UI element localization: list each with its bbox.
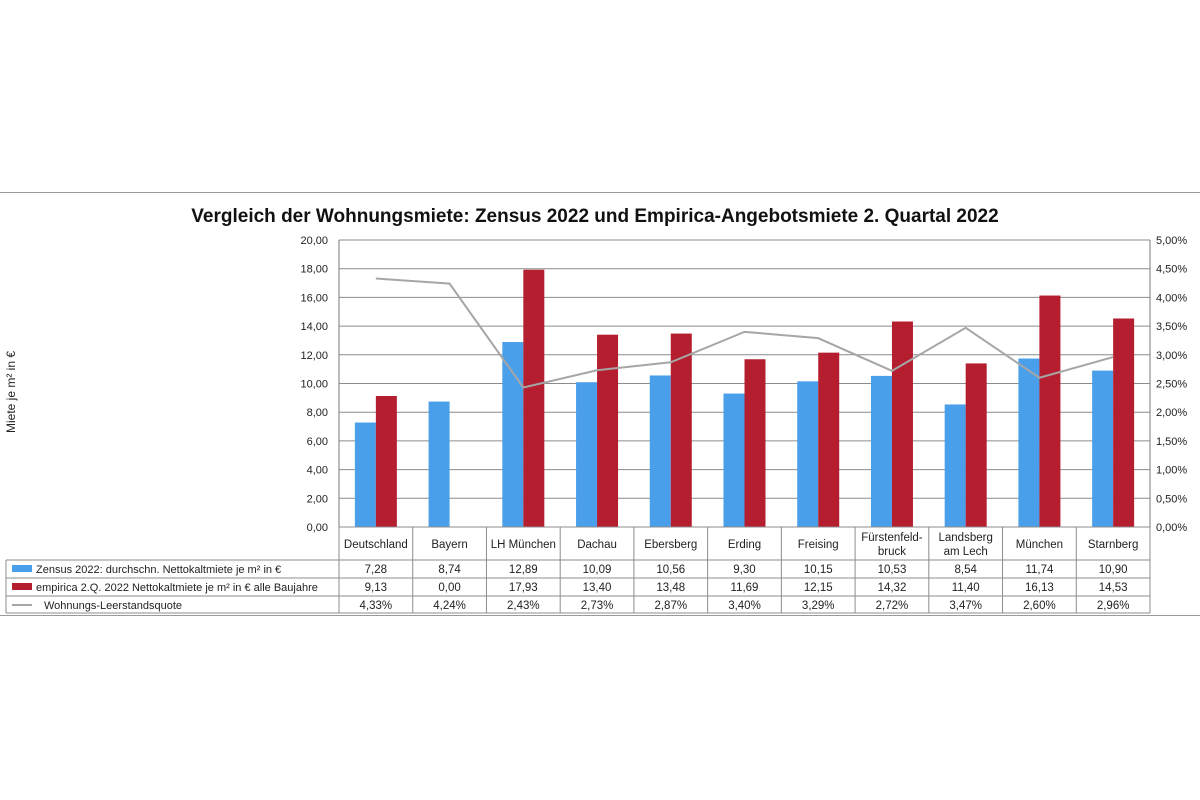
y-tick-label: 16,00 — [300, 292, 328, 304]
category-label: Deutschland — [344, 539, 408, 551]
data-label: 9,30 — [733, 564, 755, 576]
category-label: Landsberg — [939, 532, 993, 544]
data-label: 17,93 — [509, 582, 538, 594]
data-label: 0,00 — [438, 582, 460, 594]
category-label: Fürstenfeld- — [861, 532, 923, 544]
bar — [354, 422, 376, 527]
data-label: 11,40 — [952, 582, 980, 594]
y-tick-label: 12,00 — [300, 350, 328, 362]
bar — [502, 342, 524, 527]
chart-svg: Vergleich der Wohnungsmiete: Zensus 2022… — [4, 206, 1187, 614]
data-label: 13,40 — [583, 582, 612, 594]
bar — [1039, 295, 1061, 527]
y-tick-label: 20,00 — [300, 235, 328, 247]
y2-tick-label: 2,00% — [1156, 407, 1187, 419]
category-label: München — [1016, 539, 1063, 551]
chart-frame: Vergleich der Wohnungsmiete: Zensus 2022… — [0, 192, 1200, 616]
legend-label: Zensus 2022: durchschn. Nettokaltmiete j… — [36, 564, 281, 576]
category-label: Bayern — [431, 539, 467, 551]
bar — [944, 404, 966, 527]
data-label: 10,09 — [583, 564, 612, 576]
bar — [428, 401, 450, 527]
data-label: 7,28 — [365, 564, 387, 576]
bar — [1113, 318, 1135, 527]
bar — [965, 363, 987, 527]
data-label: 2,96% — [1097, 600, 1130, 612]
data-label: 10,90 — [1099, 564, 1128, 576]
data-label: 12,89 — [509, 564, 538, 576]
y-tick-label: 18,00 — [300, 264, 328, 276]
data-label: 12,15 — [804, 582, 833, 594]
y2-tick-label: 1,50% — [1156, 436, 1187, 448]
y2-tick-label: 5,00% — [1156, 235, 1187, 247]
legend-label: empirica 2.Q. 2022 Nettokaltmiete je m² … — [36, 582, 318, 594]
data-label: 13,48 — [656, 582, 685, 594]
legend-swatch — [12, 565, 32, 572]
bar — [597, 334, 619, 527]
data-label: 2,60% — [1023, 600, 1056, 612]
data-label: 4,33% — [360, 600, 393, 612]
y-tick-label: 0,00 — [307, 522, 328, 534]
bar — [649, 375, 671, 527]
data-label: 4,24% — [433, 600, 466, 612]
legend-swatch — [12, 583, 32, 590]
bar — [723, 393, 745, 527]
category-label: Freising — [798, 539, 839, 551]
bar — [818, 352, 840, 527]
bar — [670, 333, 692, 527]
category-label: Erding — [728, 539, 761, 551]
data-label: 11,74 — [1025, 564, 1054, 576]
data-label: 14,53 — [1099, 582, 1128, 594]
data-label: 2,87% — [654, 600, 687, 612]
y2-tick-label: 2,50% — [1156, 379, 1187, 391]
data-label: 2,73% — [581, 600, 614, 612]
category-label: bruck — [878, 546, 906, 558]
y-axis-label: Miete je m² in € — [4, 351, 18, 433]
y2-tick-label: 0,50% — [1156, 493, 1187, 505]
y-tick-label: 2,00 — [307, 493, 328, 505]
data-label: 2,43% — [507, 600, 540, 612]
y2-tick-label: 4,50% — [1156, 264, 1187, 276]
y2-tick-label: 1,00% — [1156, 465, 1187, 477]
category-label: LH München — [491, 539, 556, 551]
data-label: 9,13 — [365, 582, 387, 594]
data-label: 3,47% — [949, 600, 982, 612]
data-label: 14,32 — [878, 582, 907, 594]
y-tick-label: 6,00 — [307, 436, 328, 448]
bar — [797, 381, 819, 527]
y2-tick-label: 3,50% — [1156, 321, 1187, 333]
bar — [1092, 370, 1114, 527]
chart-title: Vergleich der Wohnungsmiete: Zensus 2022… — [191, 206, 998, 227]
data-label: 11,69 — [731, 582, 759, 594]
bar — [523, 269, 545, 527]
line-series-leerstandsquote — [375, 277, 1114, 389]
data-label: 10,56 — [656, 564, 685, 576]
bar — [1018, 358, 1040, 527]
y2-tick-label: 4,00% — [1156, 292, 1187, 304]
data-label: 10,15 — [804, 564, 833, 576]
y-tick-label: 4,00 — [307, 465, 328, 477]
data-label: 8,54 — [954, 564, 977, 576]
data-label: 8,74 — [438, 564, 461, 576]
category-label: Dachau — [577, 539, 617, 551]
y2-tick-label: 0,00% — [1156, 522, 1187, 534]
bar — [375, 395, 397, 527]
y-tick-label: 14,00 — [300, 321, 328, 333]
data-label: 16,13 — [1025, 582, 1054, 594]
data-label: 2,72% — [876, 600, 909, 612]
category-label: Ebersberg — [644, 539, 697, 551]
bar — [891, 321, 913, 527]
data-label: 10,53 — [878, 564, 907, 576]
y2-tick-label: 3,00% — [1156, 350, 1187, 362]
category-label: Starnberg — [1088, 539, 1139, 551]
bar — [576, 382, 598, 527]
category-label: am Lech — [944, 546, 988, 558]
y-tick-label: 8,00 — [307, 407, 328, 419]
y-tick-label: 10,00 — [300, 379, 328, 391]
data-label: 3,40% — [728, 600, 761, 612]
bar — [870, 375, 892, 527]
legend-label: Wohnungs-Leerstandsquote — [44, 600, 182, 612]
data-label: 3,29% — [802, 600, 835, 612]
bar — [744, 359, 766, 527]
